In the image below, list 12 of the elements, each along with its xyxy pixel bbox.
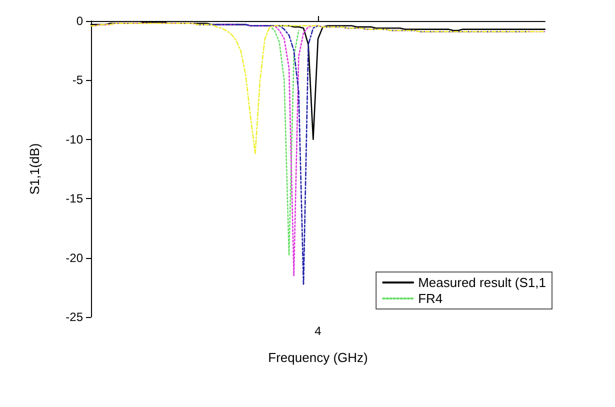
x-axis-title: Frequency (GHz) bbox=[268, 350, 368, 365]
legend-label: Measured result (S1,1 bbox=[418, 275, 546, 290]
legend-label: FR4 bbox=[418, 291, 443, 306]
y-tick-label: -25 bbox=[66, 310, 84, 324]
x-tick-label: 4 bbox=[314, 324, 322, 338]
y-tick-label: -20 bbox=[66, 250, 84, 265]
y-tick-label: -5 bbox=[72, 73, 84, 88]
y-axis-title: S1,1(dB) bbox=[27, 143, 42, 195]
y-tick-label: -10 bbox=[66, 132, 84, 146]
y-tick-label: -15 bbox=[66, 192, 84, 206]
line-series bbox=[269, 25, 300, 256]
y-tick-label: 0 bbox=[76, 14, 84, 28]
